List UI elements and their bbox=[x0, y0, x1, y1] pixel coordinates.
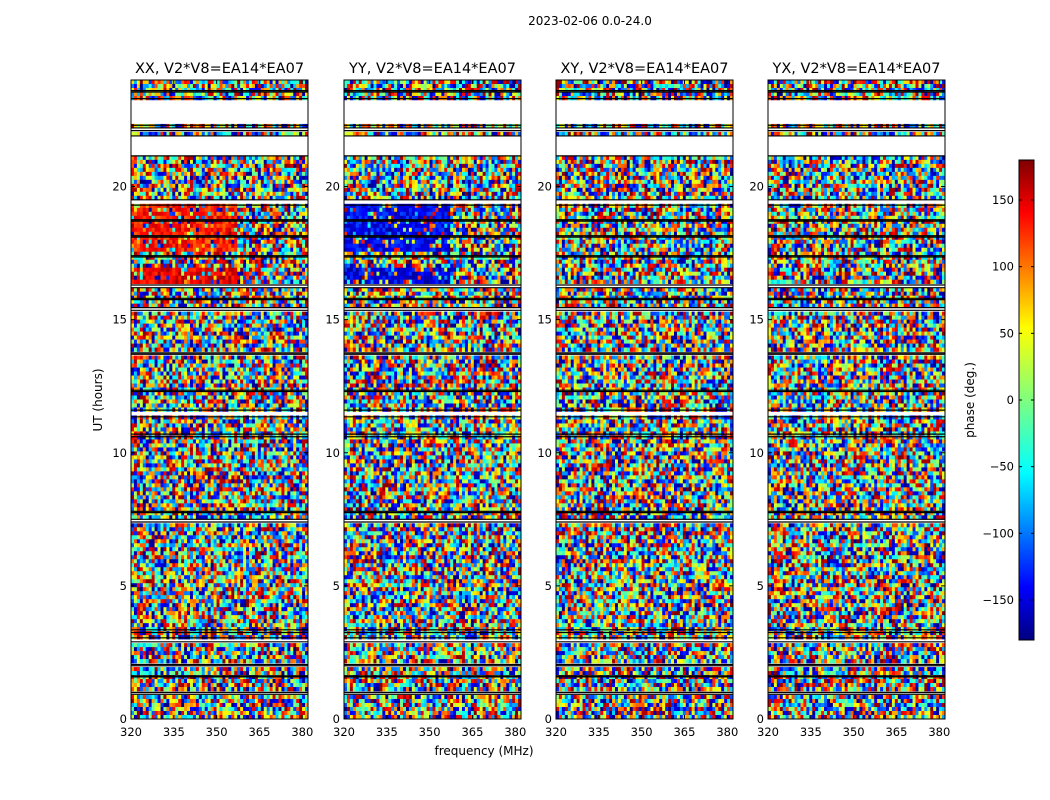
x-tick-label: 380 bbox=[504, 725, 526, 739]
colorbar-tick-label: −50 bbox=[990, 460, 1014, 474]
panel-xy: XY, V2*V8=EA14*EA07 320 335 350 365 380 0 5 10 15… bbox=[537, 61, 738, 739]
x-tick-label: 320 bbox=[333, 725, 355, 739]
x-tick-label: 320 bbox=[757, 725, 779, 739]
y-tick-label: 5 bbox=[757, 579, 764, 593]
panel-xx: XX, V2*V8=EA14*EA07 320 335 350 365 380 0 5 10 15… bbox=[112, 61, 313, 739]
panel-title: XY, V2*V8=EA14*EA07 bbox=[560, 61, 728, 77]
x-tick-label: 335 bbox=[163, 725, 185, 739]
colorbar-tick-label: 150 bbox=[992, 193, 1014, 207]
y-tick-label: 5 bbox=[333, 579, 340, 593]
y-tick-label: 0 bbox=[545, 712, 552, 726]
y-tick-label: 5 bbox=[120, 579, 127, 593]
colorbar-tick-label: −150 bbox=[982, 593, 1014, 607]
phase-heatmap bbox=[131, 80, 308, 719]
y-tick-label: 15 bbox=[112, 313, 127, 327]
colorbar-tick-label: 50 bbox=[999, 326, 1014, 340]
x-tick-label: 380 bbox=[928, 725, 950, 739]
x-tick-label: 335 bbox=[376, 725, 398, 739]
colorbar-tick-label: 100 bbox=[992, 260, 1014, 274]
y-tick-label: 15 bbox=[537, 313, 552, 327]
y-tick-label: 15 bbox=[749, 313, 764, 327]
y-tick-label: 20 bbox=[325, 180, 340, 194]
colorbar-tick-label: 0 bbox=[1007, 393, 1014, 407]
panel-title: YX, V2*V8=EA14*EA07 bbox=[771, 61, 940, 77]
colorbar-label: phase (deg.) bbox=[963, 362, 977, 438]
y-tick-label: 15 bbox=[325, 313, 340, 327]
x-tick-label: 380 bbox=[716, 725, 738, 739]
y-tick-label: 0 bbox=[120, 712, 127, 726]
colorbar-tick-label: −100 bbox=[982, 526, 1014, 540]
y-tick-label: 10 bbox=[112, 446, 127, 460]
panel-title: XX, V2*V8=EA14*EA07 bbox=[135, 61, 304, 77]
x-tick-label: 350 bbox=[206, 725, 228, 739]
x-tick-label: 320 bbox=[545, 725, 567, 739]
panel-yy: YY, V2*V8=EA14*EA07 320 335 350 365 380 0 5 10 15… bbox=[325, 61, 526, 739]
phase-waterfall-figure: XX, V2*V8=EA14*EA07 320 335 350 365 380 0 5 10 15… bbox=[0, 0, 1050, 800]
x-tick-label: 365 bbox=[673, 725, 695, 739]
phase-heatmap bbox=[556, 80, 733, 719]
y-tick-label: 0 bbox=[757, 712, 764, 726]
x-tick-label: 335 bbox=[800, 725, 822, 739]
x-tick-label: 335 bbox=[588, 725, 610, 739]
y-tick-label: 10 bbox=[325, 446, 340, 460]
x-tick-label: 380 bbox=[291, 725, 313, 739]
y-tick-label: 10 bbox=[537, 446, 552, 460]
y-tick-label: 20 bbox=[112, 180, 127, 194]
x-tick-label: 365 bbox=[885, 725, 907, 739]
x-tick-label: 320 bbox=[120, 725, 142, 739]
y-tick-label: 20 bbox=[537, 180, 552, 194]
panel-title: YY, V2*V8=EA14*EA07 bbox=[348, 61, 516, 77]
y-axis-label: UT (hours) bbox=[91, 368, 105, 431]
x-tick-label: 365 bbox=[461, 725, 483, 739]
phase-heatmap bbox=[344, 80, 521, 719]
x-tick-label: 350 bbox=[843, 725, 865, 739]
x-axis-label: frequency (MHz) bbox=[434, 744, 533, 758]
x-tick-label: 365 bbox=[248, 725, 270, 739]
y-tick-label: 20 bbox=[749, 180, 764, 194]
colorbar: 150 100 50 0 −50 −100 −150 phase (deg.) bbox=[963, 160, 1034, 640]
y-tick-label: 10 bbox=[749, 446, 764, 460]
x-tick-label: 350 bbox=[419, 725, 441, 739]
y-tick-label: 0 bbox=[333, 712, 340, 726]
y-tick-label: 5 bbox=[545, 579, 552, 593]
x-tick-label: 350 bbox=[631, 725, 653, 739]
panel-yx: YX, V2*V8=EA14*EA07 320 335 350 365 380 0 5 10 15… bbox=[749, 61, 950, 739]
phase-heatmap bbox=[768, 80, 945, 719]
